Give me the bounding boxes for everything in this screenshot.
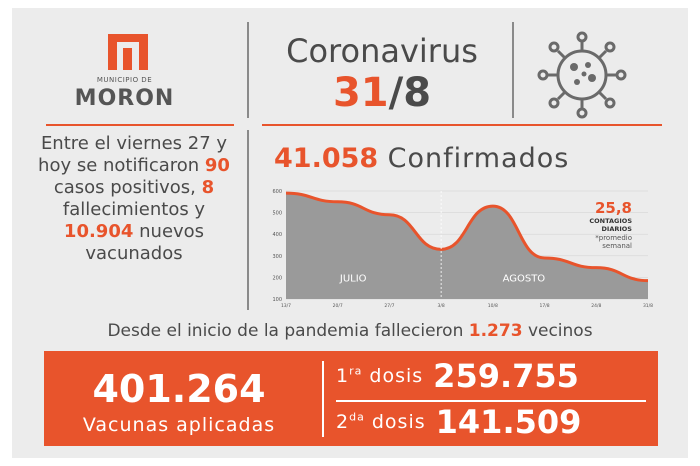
annotation-value: 25,8 [595,199,632,217]
infographic-card: MUNICIPIO DE MORON Coronavirus 31/8 Entr [12,8,688,458]
x-tick-label: 17/8 [540,303,550,309]
vaccines-total: 401.264 [92,367,266,411]
divider [322,361,324,437]
x-tick-label: 27/7 [384,303,394,309]
divider [336,400,646,402]
y-tick-label: 100 [272,297,282,303]
y-tick-label: 600 [272,189,282,195]
divider [512,22,514,118]
annotation-note2: semanal [602,242,632,250]
annotation-note1: *promedio [595,234,632,242]
period-label: AGOSTO [503,274,546,285]
page-title: Coronavirus [286,32,478,70]
series-area [286,193,648,299]
x-tick-label: 20/7 [333,303,343,309]
x-tick-label: 31/8 [643,303,653,309]
moron-logo-icon [108,34,148,70]
logo: MUNICIPIO DE MORON [12,8,237,123]
report-date: 31/8 [332,70,432,116]
x-tick-label: 3/8 [438,303,445,309]
y-tick-label: 200 [272,275,282,281]
x-tick-label: 13/7 [281,303,291,309]
divider [247,130,249,310]
y-tick-label: 500 [272,211,282,217]
first-dose: 1ra dosis 259.755 [336,357,579,395]
logo-municipio-text: MUNICIPIO DE [96,76,153,84]
annotation-line1: CONTAGIOS [589,217,632,225]
y-tick-label: 300 [272,254,282,260]
y-tick-label: 400 [272,232,282,238]
divider [262,124,662,126]
confirmed-count: 41.058 Confirmados [274,143,570,174]
divider [247,22,249,118]
vaccines-panel: 401.264 Vacunas aplicadas 1ra dosis 259.7… [44,351,658,446]
virus-icon [537,31,627,119]
second-dose: 2da dosis 141.509 [336,403,582,441]
divider [46,124,234,126]
weekly-summary: Entre el viernes 27 y hoy se notificaron… [38,133,230,264]
period-label: JULIO [339,274,367,285]
x-tick-label: 24/8 [591,303,601,309]
series-line [285,191,649,283]
total-deaths: Desde el inicio de la pandemia fallecier… [107,321,593,341]
logo-name: MORON [74,86,175,111]
x-tick-label: 10/8 [488,303,498,309]
vaccines-total-label: Vacunas aplicadas [82,414,276,436]
annotation-line2: DIARIOS [602,225,633,233]
cases-chart: 100 200 300 400 500 600 13/7 20/7 27/7 3/8 10/8 17/… [272,189,653,309]
